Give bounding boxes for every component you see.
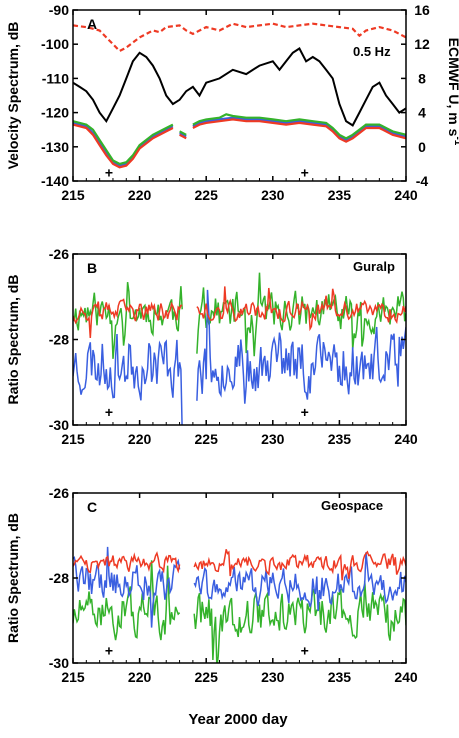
x-tick-label: 215 (61, 187, 85, 203)
y-tick-label: -110 (42, 70, 69, 86)
x-tick-label: 225 (195, 431, 219, 447)
y-tick-label: -26 (49, 246, 69, 262)
series-blue-line (193, 552, 406, 612)
series-green-line (73, 560, 181, 641)
plot-area (73, 22, 406, 169)
y-tick-label: -30 (49, 417, 69, 433)
x-tick-label: 215 (61, 431, 85, 447)
series-red-line (193, 549, 406, 581)
y-axis-label: Ratio Spectrum, dB (5, 275, 21, 405)
y-tick-label: -26 (49, 485, 69, 501)
plus-marker: + (301, 642, 309, 658)
panel-c: 215 220 225 230 235 240 -30 -28 -26 Ratio Spectru… (5, 485, 418, 685)
x-tick-label: 220 (128, 187, 152, 203)
plus-marker: + (105, 164, 113, 180)
panel-annotation: Geospace (321, 498, 383, 513)
plot-frame (72, 9, 407, 182)
panel-annotation: 0.5 Hz (353, 44, 391, 59)
y2-tick-label: -4 (416, 173, 429, 189)
y-tick-label: -30 (49, 655, 69, 671)
panel-letter: A (87, 16, 97, 32)
x-tick-label: 240 (394, 669, 418, 685)
x-tick-label: 215 (61, 669, 85, 685)
y-tick-label: -120 (41, 105, 69, 121)
series-green-line (193, 580, 406, 663)
panel-a: 215 220 225 230 235 240-140-130-120-110-100-9… (5, 2, 459, 203)
y2-tick-label: 16 (414, 2, 430, 18)
y2-axis-label-main: ECMWF U, m s (446, 38, 459, 137)
series-red-line (73, 551, 181, 574)
panel-letter: B (87, 260, 97, 276)
y-tick-label: -140 (41, 173, 69, 189)
y2-axis-label: ECMWF U, m s-1 (446, 38, 459, 146)
y2-tick-label: 0 (418, 139, 426, 155)
y-tick-label: -130 (41, 139, 69, 155)
series-blue-line (73, 116, 406, 167)
panel-letter: C (87, 499, 97, 515)
y2-tick-label: 4 (418, 105, 426, 121)
y-axis-label: Velocity Spectrum, dB (5, 22, 21, 170)
series-red-line (73, 298, 183, 339)
plus-marker: + (105, 642, 113, 658)
y-tick-label: -90 (49, 2, 69, 18)
y-axis-label: Ratio Spectrum, dB (5, 513, 21, 643)
x-tick-label: 220 (128, 669, 152, 685)
y-tick-label: -100 (41, 36, 69, 52)
plus-marker: + (301, 404, 309, 420)
x-tick-label: 235 (328, 669, 352, 685)
series-green-line (73, 113, 406, 166)
x-tick-label: 225 (195, 187, 219, 203)
y-tick-label: -28 (49, 570, 69, 586)
y-tick-label: -28 (49, 332, 69, 348)
panel-b: 215 220 225 230 235 240 -30 -28 -26 Ratio Spectru… (5, 246, 418, 447)
plot-area (73, 272, 406, 425)
x-tick-label: 230 (261, 431, 285, 447)
x-tick-label: 230 (261, 187, 285, 203)
x-tick-label: 225 (195, 669, 219, 685)
series-blue-line (73, 333, 183, 425)
series-red-line-dashed (73, 22, 406, 53)
plus-marker: + (301, 164, 309, 180)
series-red-line (73, 118, 406, 169)
x-tick-label: 220 (128, 431, 152, 447)
plus-marker: + (105, 404, 113, 420)
x-axis-label: Year 2000 day (188, 711, 288, 728)
y2-tick-label: 8 (418, 70, 426, 86)
y2-tick-label: 12 (414, 36, 430, 52)
series-blue-line (196, 289, 406, 404)
series-blue-line (73, 546, 181, 628)
x-tick-label: 235 (328, 187, 352, 203)
x-tick-label: 240 (394, 187, 418, 203)
panel-annotation: Guralp (353, 259, 395, 274)
series-red-line (196, 286, 406, 332)
x-tick-label: 235 (328, 431, 352, 447)
x-tick-label: 240 (394, 431, 418, 447)
y2-axis-label-sup: -1 (452, 136, 459, 145)
plot-area (73, 546, 406, 663)
series-black-line (73, 47, 406, 127)
x-tick-label: 230 (261, 669, 285, 685)
